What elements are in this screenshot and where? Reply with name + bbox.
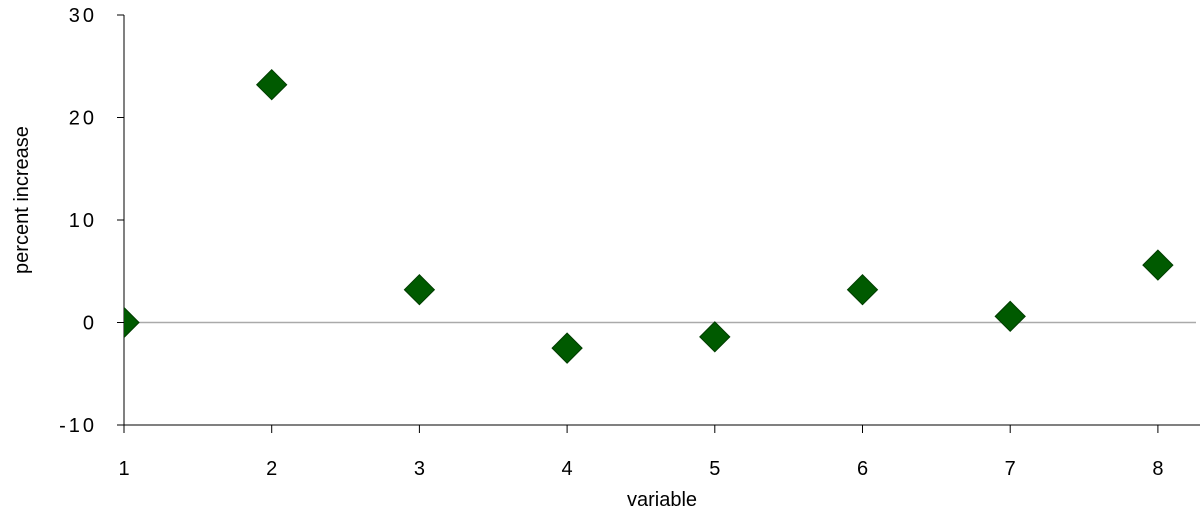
x-tick-label: 6: [857, 458, 868, 480]
x-tick-label: 7: [1005, 458, 1016, 480]
x-tick-label: 4: [562, 458, 573, 480]
data-point: [551, 332, 583, 364]
y-tick-label: 0: [83, 313, 97, 335]
x-tick-label: 3: [414, 458, 425, 480]
data-point: [846, 273, 879, 306]
y-tick-label: 20: [69, 108, 97, 130]
x-axis-title: variable: [627, 489, 697, 511]
data-point: [124, 306, 140, 339]
x-tick-label: 1: [118, 458, 129, 480]
data-point: [699, 321, 731, 353]
y-tick-label: -10: [59, 415, 97, 437]
x-tick-label: 8: [1152, 458, 1163, 480]
y-axis-ticks: 30 20 10 0 -10: [59, 5, 124, 437]
data-point: [994, 300, 1026, 333]
data-point: [1142, 249, 1174, 281]
x-axis-ticks: 1 2 3 4 5 6 7 8: [118, 425, 1163, 480]
y-axis-title: percent increase: [11, 126, 33, 274]
data-point: [255, 68, 288, 101]
x-tick-label: 2: [266, 458, 277, 480]
data-point: [403, 273, 436, 306]
y-tick-label: 10: [69, 210, 97, 232]
data-points: [124, 68, 1174, 364]
x-tick-label: 5: [709, 458, 720, 480]
y-tick-label: 30: [69, 5, 97, 27]
